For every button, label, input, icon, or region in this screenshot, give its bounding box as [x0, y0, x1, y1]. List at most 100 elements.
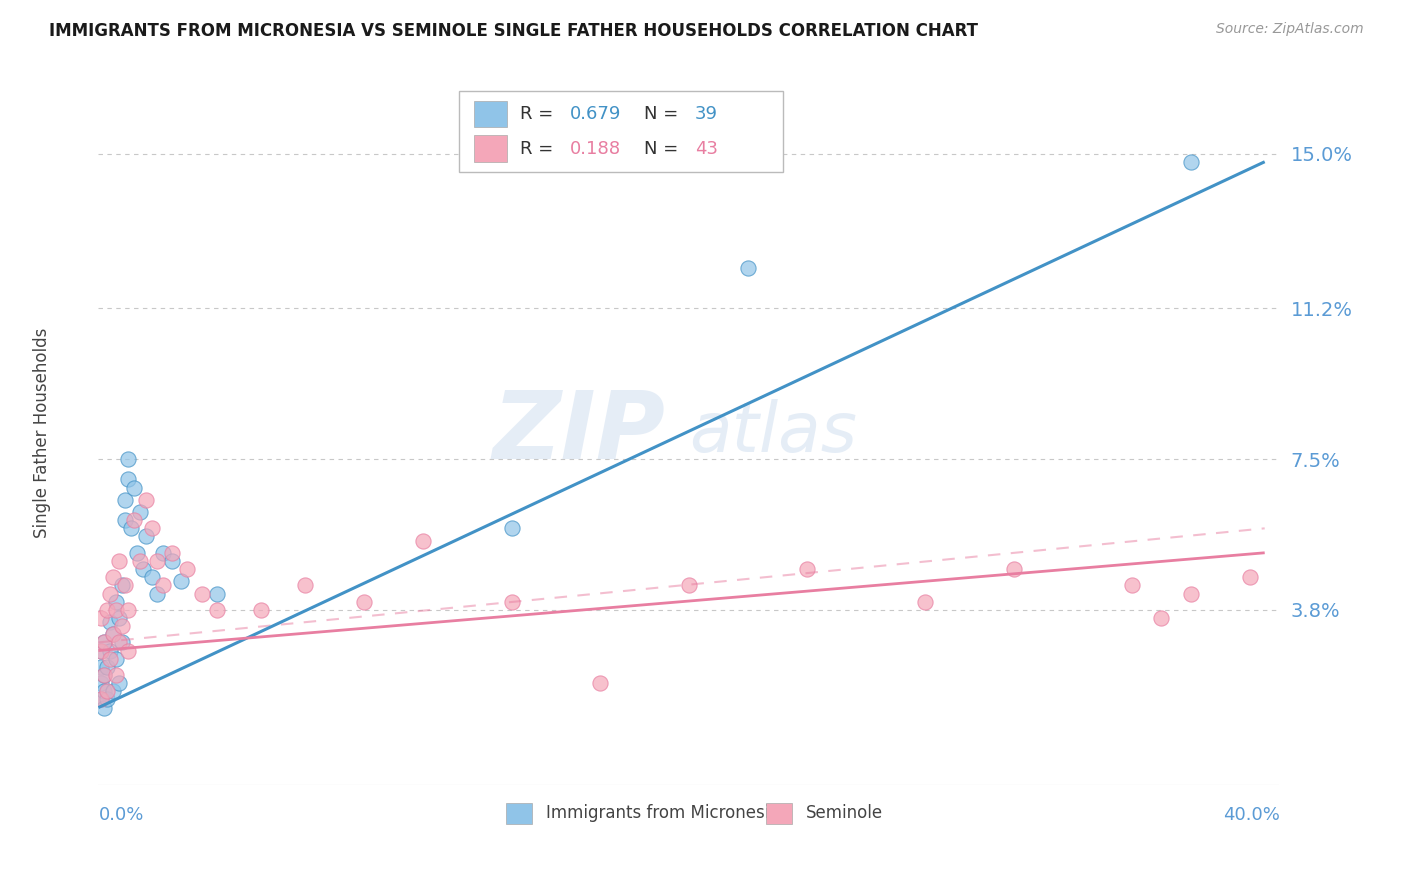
Text: R =: R = — [520, 140, 560, 158]
Text: N =: N = — [644, 140, 685, 158]
Point — [117, 643, 139, 657]
Point — [108, 635, 131, 649]
Point — [93, 668, 115, 682]
Point — [98, 615, 121, 629]
Point — [114, 513, 136, 527]
Point — [96, 660, 118, 674]
Point — [93, 635, 115, 649]
Point — [103, 684, 125, 698]
Point — [96, 684, 118, 698]
Point — [90, 692, 112, 706]
Point — [93, 684, 115, 698]
Point — [105, 603, 128, 617]
Bar — [766, 803, 792, 823]
Point — [111, 578, 134, 592]
Text: R =: R = — [520, 105, 560, 123]
Text: 0.188: 0.188 — [569, 140, 621, 158]
Text: 0.0%: 0.0% — [98, 806, 143, 824]
Point — [1180, 586, 1202, 600]
Point — [128, 554, 150, 568]
Point — [501, 521, 523, 535]
Point — [122, 481, 145, 495]
Text: Single Father Households: Single Father Households — [32, 327, 51, 538]
Point — [135, 529, 157, 543]
Point — [105, 651, 128, 665]
Point — [120, 521, 142, 535]
Point — [146, 586, 169, 600]
Point — [108, 611, 131, 625]
Point — [90, 611, 112, 625]
Point — [162, 554, 183, 568]
Point — [914, 595, 936, 609]
Bar — [474, 136, 508, 162]
Point — [412, 533, 434, 548]
Point — [90, 643, 112, 657]
Point — [117, 603, 139, 617]
Point — [141, 570, 163, 584]
Point — [162, 546, 183, 560]
Point — [737, 260, 759, 275]
Text: 39: 39 — [695, 105, 718, 123]
Point — [103, 627, 125, 641]
Text: Seminole: Seminole — [806, 805, 883, 822]
Point — [96, 692, 118, 706]
Text: ZIP: ZIP — [492, 386, 665, 479]
Point — [132, 562, 155, 576]
Point — [103, 627, 125, 641]
Text: 43: 43 — [695, 140, 718, 158]
Point — [170, 574, 193, 589]
Point — [111, 635, 134, 649]
Point — [90, 676, 112, 690]
Point — [125, 546, 148, 560]
Text: 40.0%: 40.0% — [1223, 806, 1279, 824]
Point — [152, 546, 174, 560]
Point — [98, 586, 121, 600]
Point — [294, 578, 316, 592]
Point — [1150, 611, 1173, 625]
Point — [96, 603, 118, 617]
Point — [117, 452, 139, 467]
Text: IMMIGRANTS FROM MICRONESIA VS SEMINOLE SINGLE FATHER HOUSEHOLDS CORRELATION CHAR: IMMIGRANTS FROM MICRONESIA VS SEMINOLE S… — [49, 22, 979, 40]
Bar — [474, 101, 508, 128]
Point — [152, 578, 174, 592]
Point — [128, 505, 150, 519]
Point — [111, 619, 134, 633]
Point — [93, 700, 115, 714]
Point — [205, 603, 228, 617]
Point — [501, 595, 523, 609]
Point — [108, 554, 131, 568]
FancyBboxPatch shape — [458, 91, 783, 172]
Point — [191, 586, 214, 600]
Point — [205, 586, 228, 600]
Point — [90, 643, 112, 657]
Point — [176, 562, 198, 576]
Point — [93, 635, 115, 649]
Point — [1002, 562, 1025, 576]
Point — [114, 492, 136, 507]
Point — [589, 676, 612, 690]
Point — [108, 676, 131, 690]
Point — [105, 595, 128, 609]
Text: Source: ZipAtlas.com: Source: ZipAtlas.com — [1216, 22, 1364, 37]
Point — [93, 668, 115, 682]
Point — [114, 578, 136, 592]
Point — [141, 521, 163, 535]
Point — [146, 554, 169, 568]
Bar — [506, 803, 531, 823]
Point — [117, 473, 139, 487]
Point — [1121, 578, 1143, 592]
Point — [105, 668, 128, 682]
Point — [135, 492, 157, 507]
Point — [122, 513, 145, 527]
Point — [353, 595, 375, 609]
Point — [98, 643, 121, 657]
Text: Immigrants from Micronesia: Immigrants from Micronesia — [546, 805, 779, 822]
Point — [90, 692, 112, 706]
Text: N =: N = — [644, 105, 685, 123]
Point — [796, 562, 818, 576]
Point — [1180, 154, 1202, 169]
Point — [103, 570, 125, 584]
Text: 0.679: 0.679 — [569, 105, 621, 123]
Point — [98, 651, 121, 665]
Point — [90, 660, 112, 674]
